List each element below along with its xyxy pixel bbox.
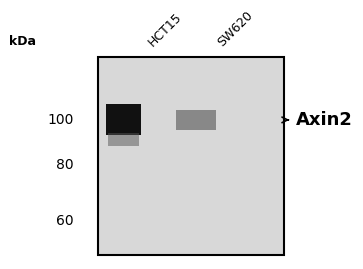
Text: HCT15: HCT15 [146, 10, 185, 49]
Text: SW620: SW620 [215, 9, 255, 49]
Text: 100: 100 [47, 113, 74, 127]
FancyBboxPatch shape [176, 110, 216, 130]
FancyBboxPatch shape [98, 57, 284, 255]
Text: 60: 60 [56, 214, 74, 228]
Text: kDa: kDa [9, 35, 36, 48]
Text: 80: 80 [56, 158, 74, 172]
Text: Axin2: Axin2 [295, 111, 352, 129]
FancyBboxPatch shape [106, 104, 141, 135]
FancyBboxPatch shape [108, 133, 139, 146]
